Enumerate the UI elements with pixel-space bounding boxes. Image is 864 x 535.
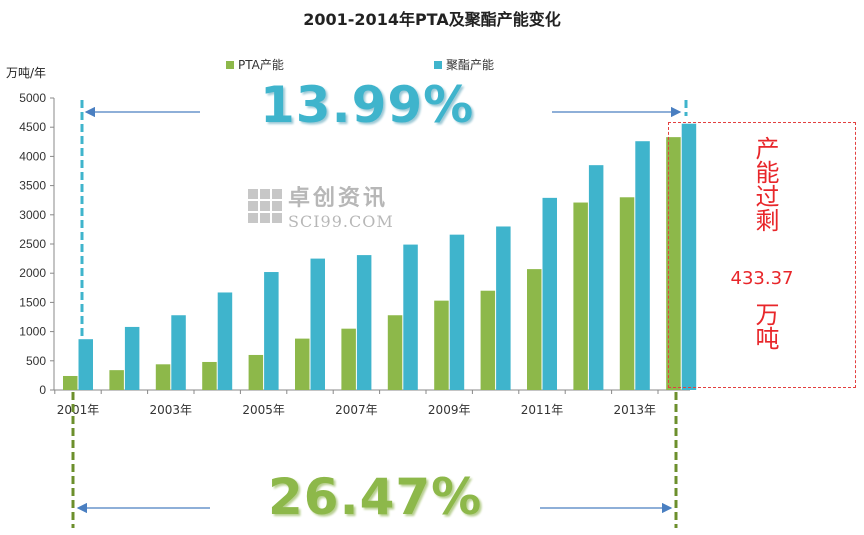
bar-pta-2007 — [341, 328, 356, 390]
overcapacity-value: 433.37 — [730, 268, 794, 289]
bar-polyester-2008 — [403, 244, 418, 390]
bar-pta-2009 — [434, 300, 449, 390]
x-tick-label: 2007年 — [335, 403, 378, 417]
bar-pta-2013 — [619, 197, 635, 390]
bar-polyester-2014 — [681, 123, 697, 391]
overcapacity-box — [668, 122, 856, 388]
y-tick-label: 500 — [26, 354, 46, 368]
bar-polyester-2007 — [356, 255, 372, 390]
x-tick-label: 2013年 — [614, 403, 657, 417]
bar-polyester-2011 — [542, 197, 557, 390]
bar-pta-2004 — [202, 361, 217, 390]
legend-label-pta: PTA产能 — [238, 58, 284, 72]
x-tick-label: 2001年 — [57, 403, 100, 417]
x-tick-label: 2009年 — [428, 403, 471, 417]
bar-polyester-2010 — [496, 226, 511, 390]
bar-pta-2001 — [63, 375, 78, 390]
bar-pta-2003 — [155, 364, 171, 390]
y-tick-label: 1500 — [19, 295, 46, 309]
bar-pta-2006 — [295, 338, 310, 390]
legend-swatch-pta — [226, 60, 234, 69]
y-tick-label: 0 — [39, 383, 46, 397]
bar-pta-2008 — [387, 315, 403, 390]
bar-polyester-2003 — [171, 315, 186, 390]
y-tick-label: 1000 — [19, 325, 46, 339]
y-tick-label: 2500 — [19, 237, 46, 251]
pta-growth-label: 26.47% — [268, 468, 483, 526]
legend-swatch-polyester — [434, 60, 442, 69]
watermark-cn: 卓创资讯 — [288, 186, 389, 211]
legend-item-polyester: 聚酯产能 — [434, 56, 494, 73]
y-tick-label: 5000 — [19, 91, 46, 105]
y-tick-label: 2000 — [19, 266, 46, 280]
overcapacity-unit: 万吨 — [751, 302, 779, 350]
overcapacity-label: 产能过剩 — [751, 136, 779, 232]
watermark-logo-icon — [248, 188, 282, 223]
bar-pta-2010 — [480, 290, 496, 390]
bar-polyester-2005 — [264, 272, 279, 390]
x-tick-label: 2003年 — [150, 403, 193, 417]
x-tick-label: 2005年 — [242, 403, 285, 417]
watermark: 卓创资讯 SCI99.COM — [248, 180, 394, 231]
y-axis-unit: 万吨/年 — [6, 66, 47, 80]
y-tick-label: 3000 — [19, 208, 46, 222]
bar-pta-2011 — [527, 269, 542, 390]
y-tick-label: 4000 — [19, 149, 46, 163]
bar-polyester-2002 — [124, 326, 140, 390]
polyester-growth-label: 13.99% — [260, 76, 475, 134]
bar-pta-2005 — [248, 354, 264, 390]
watermark-en: SCI99.COM — [288, 212, 394, 231]
y-tick-label: 3500 — [19, 179, 46, 193]
bar-pta-2012 — [573, 202, 588, 390]
bar-polyester-2012 — [588, 165, 604, 390]
bar-pta-2002 — [109, 370, 124, 390]
legend-item-pta: PTA产能 — [226, 56, 284, 73]
x-tick-label: 2011年 — [521, 403, 564, 417]
chart-title: 2001-2014年PTA及聚酯产能变化 — [303, 10, 561, 29]
bar-pta-2014 — [666, 137, 681, 390]
bar-polyester-2001 — [78, 339, 93, 390]
y-tick-label: 4500 — [19, 120, 46, 134]
legend-label-polyester: 聚酯产能 — [446, 58, 495, 72]
bar-polyester-2009 — [449, 234, 465, 390]
bar-polyester-2013 — [635, 141, 650, 390]
bar-polyester-2004 — [217, 292, 233, 390]
bar-polyester-2006 — [310, 258, 325, 390]
